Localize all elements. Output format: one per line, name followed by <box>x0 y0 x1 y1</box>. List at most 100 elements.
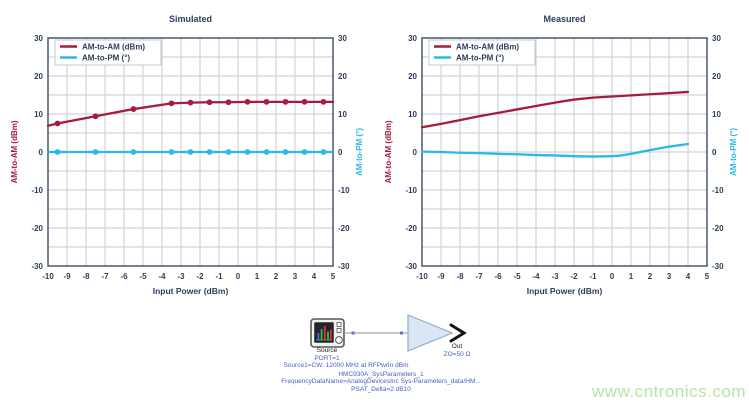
y-tick-label-right: -20 <box>338 224 350 233</box>
x-tick-label: 4 <box>686 272 691 281</box>
x-tick-label: 0 <box>610 272 615 281</box>
y-tick-label-left: -20 <box>31 224 43 233</box>
series-marker <box>206 149 213 155</box>
y-tick-label-right: 30 <box>712 34 721 43</box>
legend-box <box>54 39 162 66</box>
y-tick-label-left: -10 <box>31 186 43 195</box>
x-tick-label: 4 <box>312 272 317 281</box>
y-tick-label-right: 0 <box>338 148 343 157</box>
series-line <box>420 90 690 129</box>
x-tick-label: -3 <box>177 272 185 281</box>
series-marker <box>187 149 194 155</box>
series-marker <box>263 98 270 105</box>
x-tick-label: -7 <box>475 272 483 281</box>
amplifier-triangle <box>407 314 454 352</box>
y-tick-label-right: -10 <box>338 186 350 195</box>
x-tick-label: -2 <box>570 272 578 281</box>
series-line <box>420 142 690 158</box>
output-port-icon <box>449 323 467 343</box>
series-marker <box>54 120 61 127</box>
amplifier-name-label: HMC930A_SysParameters_1 <box>338 370 424 378</box>
chart-title: Measured <box>543 14 585 24</box>
chart-title: Simulated <box>169 14 212 24</box>
y-tick-label-left: 30 <box>34 34 43 43</box>
series-marker <box>225 99 232 106</box>
x-tick-label: 5 <box>705 272 710 281</box>
y-axis-label-left: AM-to-AM (dBm) <box>384 120 393 183</box>
y-tick-label-right: 30 <box>338 34 347 43</box>
y-tick-label-right: 20 <box>338 72 347 81</box>
x-tick-label: -1 <box>215 272 223 281</box>
y-tick-label-right: 0 <box>712 148 717 157</box>
x-tick-label: -4 <box>532 272 540 281</box>
legend-label: AM-to-AM (dBm) <box>456 42 519 51</box>
x-tick-label: 2 <box>274 272 279 281</box>
simulated-chart: AM-to-AM (dBm)AM-to-PM (°)Simulated-10 -9… <box>10 14 364 296</box>
series-marker <box>301 149 308 155</box>
x-tick-label: -6 <box>120 272 128 281</box>
series-marker <box>168 100 175 107</box>
source-port-label: PORT=1 <box>314 354 340 362</box>
x-tick-label: 3 <box>667 272 672 281</box>
x-tick-label: -10 <box>42 272 54 281</box>
y-tick-label-left: -20 <box>405 224 417 233</box>
series-marker <box>244 149 251 155</box>
x-tick-label: -6 <box>494 272 502 281</box>
series-marker <box>92 149 99 155</box>
schematic-canvas <box>310 314 467 352</box>
x-tick-label: -10 <box>416 272 428 281</box>
x-tick-label: -8 <box>82 272 90 281</box>
watermark: www.cntronics.com <box>592 382 746 401</box>
y-tick-label-left: -30 <box>405 262 417 271</box>
y-tick-label-right: -20 <box>712 224 724 233</box>
source-instrument-icon <box>310 318 345 348</box>
legend-label: AM-to-PM (°) <box>456 53 504 62</box>
series-marker <box>263 149 270 155</box>
output-label: Out <box>451 343 463 350</box>
x-tick-label: -3 <box>551 272 559 281</box>
series-marker <box>187 99 194 106</box>
x-tick-label: 0 <box>236 272 241 281</box>
y-axis-label-right: AM-to-PM (°) <box>355 128 364 176</box>
amplifier-psat-delta-label: PSAT_Delta=2 dB10 <box>351 385 411 393</box>
y-tick-label-left: 0 <box>39 148 44 157</box>
x-axis-label: Input Power (dBm) <box>153 286 229 296</box>
y-tick-label-left: 20 <box>408 72 417 81</box>
y-tick-label-right: 10 <box>712 110 721 119</box>
y-tick-label-right: 10 <box>338 110 347 119</box>
source-stimulus-label: Source1=CW: 12000 MHz at RFPwrIn dBm <box>283 362 409 369</box>
wire <box>344 331 408 335</box>
y-tick-label-left: -10 <box>405 186 417 195</box>
legend-label: AM-to-PM (°) <box>82 53 130 62</box>
x-tick-label: -4 <box>158 272 166 281</box>
series-marker <box>320 149 327 155</box>
y-tick-label-left: 10 <box>34 110 43 119</box>
series-marker <box>54 149 61 155</box>
x-tick-label: -5 <box>513 272 521 281</box>
source-label: Source <box>316 347 338 354</box>
series-marker <box>320 98 327 105</box>
x-tick-label: 1 <box>255 272 260 281</box>
y-tick-label-left: 10 <box>408 110 417 119</box>
y-tick-label-right: 20 <box>712 72 721 81</box>
legend-label: AM-to-AM (dBm) <box>82 42 145 51</box>
series-marker <box>130 149 137 155</box>
x-tick-label: 5 <box>331 272 336 281</box>
x-tick-label: 1 <box>629 272 634 281</box>
x-tick-label: -9 <box>437 272 445 281</box>
series-marker <box>282 98 289 105</box>
y-tick-label-left: 0 <box>413 148 418 157</box>
series-marker <box>225 149 232 155</box>
series-line <box>46 100 335 127</box>
output-impedance-label: ZO=50 Ω <box>443 350 471 358</box>
y-tick-label-right: -30 <box>712 262 724 271</box>
series-marker <box>301 98 308 105</box>
series-marker <box>244 98 251 105</box>
x-tick-label: -2 <box>196 272 204 281</box>
y-tick-label-right: -30 <box>338 262 350 271</box>
series-marker <box>130 106 137 112</box>
y-tick-label-left: -30 <box>31 262 43 271</box>
legend-box <box>428 39 536 66</box>
series-marker <box>92 113 99 120</box>
